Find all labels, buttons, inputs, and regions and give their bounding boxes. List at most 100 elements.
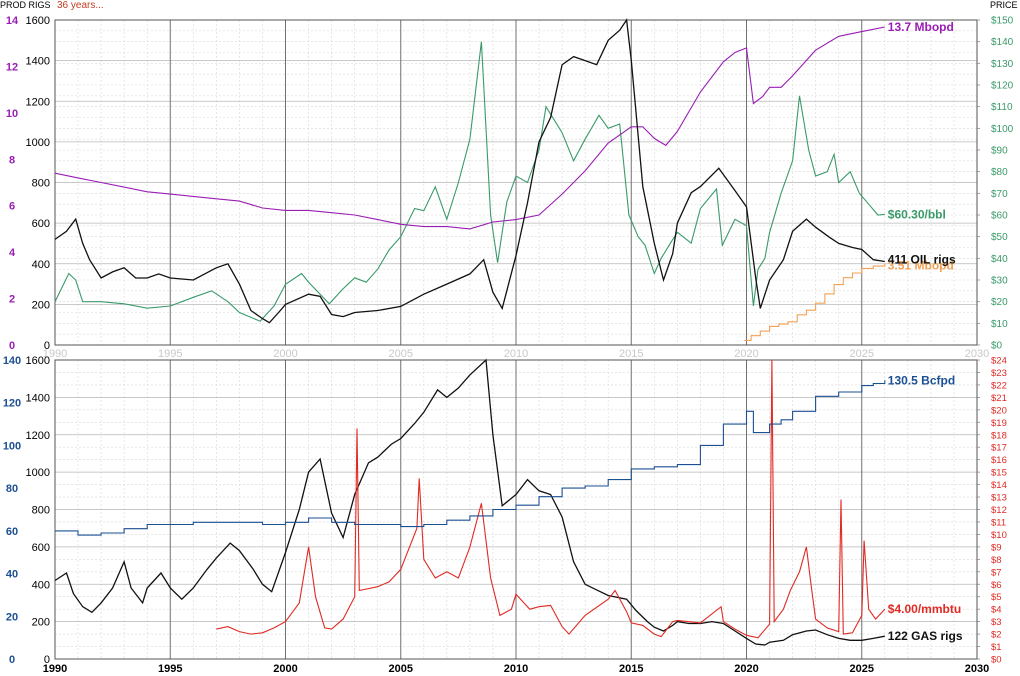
oil-prod-tick-label: 12 [6,61,18,73]
oil-x-tick-label: 1995 [158,348,182,360]
oil-rig-tick-label: 1600 [26,15,50,27]
oil-series-line-other_prod [744,263,886,341]
oil-price-tick-label: $120 [991,81,1014,92]
gas-x-tick-label: 2020 [734,663,758,675]
gas-rig-tick-label: 200 [32,617,50,629]
oil-rig-tick-label: 1000 [26,137,50,149]
gas-series-line-rigs [54,358,885,646]
oil-series-label: 13.7 Mbopd [888,20,954,34]
oil-price-tick-label: $110 [991,102,1013,113]
oil-x-tick-label: 2020 [734,348,758,360]
gas-x-tick-label: 2010 [504,663,528,675]
gas-series-label: $4.00/mmbtu [888,602,961,616]
oil-series-label: 3.51 Mbopd [888,259,954,273]
gas-price-tick-label: $1 [991,642,1002,653]
oil-prod-tick-label: 10 [6,108,18,120]
oil-series-line-oil_prod [54,26,885,230]
oil-price-tick-label: $40 [991,254,1008,265]
gas-rig-tick-label: 1200 [26,430,50,442]
gas-price-tick-label: $8 [991,555,1002,566]
oil-x-tick-label: 1990 [43,348,67,360]
gas-price-tick-label: $15 [991,468,1007,479]
gas-prod-tick-label: 120 [3,398,21,410]
oil-prod-tick-label: 14 [6,15,19,27]
oil-prod-tick-label: 4 [9,247,16,259]
gas-prod-tick-label: 140 [3,355,21,367]
gas-prod-tick-label: 100 [3,440,21,452]
gas-rig-tick-label: 0 [44,654,50,666]
oil-x-tick-label: 2015 [619,348,643,360]
oil-price-tick-label: $80 [991,167,1008,178]
subtitle: 36 years... [57,0,104,11]
oil-rig-tick-label: 1200 [26,96,50,108]
oil-frame [54,19,978,346]
oil-prod-tick-label: 0 [9,340,15,352]
oil-prod-tick-label: 6 [9,201,15,213]
gas-rig-tick-label: 1400 [26,392,50,404]
gas-x-tick-label: 2000 [273,663,297,675]
oil-price-tick-label: $70 [991,189,1008,200]
gas-price-tick-label: $22 [991,380,1007,391]
gas-rig-tick-label: 1000 [26,467,50,479]
gas-prod-tick-label: 20 [6,611,18,623]
gas-rig-tick-label: 400 [32,579,50,591]
oil-series-label: 411 OIL rigs [888,253,956,267]
gas-series-label: 122 GAS rigs [888,629,963,643]
gas-price-tick-label: $20 [991,405,1007,416]
gas-price-tick-label: $18 [991,430,1007,441]
oil-price-tick-label: $30 [991,276,1008,287]
oil-price-tick-label: $50 [991,232,1008,243]
gas-x-tick-label: 1995 [158,663,182,675]
gas-price-tick-label: $24 [991,356,1007,367]
gas-prod-tick-label: 60 [6,526,18,538]
gas-price-tick-label: $6 [991,580,1002,591]
gas-prod-tick-label: 0 [9,654,15,666]
oil-panel: 0 2 4 6 8 10 12 14 0 200 400 600 800 1000 1200 1400 1600… [6,15,1014,360]
gas-price-tick-label: $11 [991,517,1006,528]
gas-price-tick-label: $14 [991,480,1007,491]
gas-rig-tick-label: 600 [32,542,50,554]
gas-x-tick-label: 2025 [850,663,874,675]
oil-rig-tick-label: 0 [44,340,50,352]
oil-rig-tick-label: 600 [32,218,50,230]
oil-x-tick-label: 2030 [965,348,989,360]
oil-price-tick-label: $140 [991,37,1014,48]
left-axes-header: PROD RIGS [0,0,51,10]
gas-rig-tick-label: 1600 [26,355,50,367]
gas-series-label: 130.5 Bcfpd [888,373,955,387]
oil-rig-tick-label: 200 [32,299,50,311]
gas-price-tick-label: $3 [991,617,1002,628]
gas-price-tick-label: $2 [991,630,1002,641]
oil-price-tick-label: $130 [991,59,1014,70]
oil-price-tick-label: $60 [991,211,1008,222]
gas-price-tick-label: $5 [991,592,1002,603]
gas-price-tick-label: $17 [991,443,1007,454]
oil-x-tick-label: 2005 [389,348,413,360]
gas-price-tick-label: $16 [991,455,1007,466]
gas-x-tick-label: 2005 [389,663,413,675]
gas-price-tick-label: $7 [991,567,1002,578]
oil-series-line-rigs [54,18,885,324]
price-axis-header: PRICE [990,0,1018,10]
oil-series-label: $60.30/bbl [888,207,946,221]
gas-rig-tick-label: 800 [32,505,50,517]
oil-prod-tick-label: 2 [9,294,15,306]
oil-price-tick-label: $90 [991,146,1008,157]
gas-price-tick-label: $13 [991,493,1007,504]
gas-prod-tick-label: 40 [6,569,18,581]
oil-x-tick-label: 2025 [850,348,874,360]
oil-price-tick-label: $0 [991,341,1003,352]
gas-price-tick-label: $10 [991,530,1007,541]
oil-x-tick-label: 2000 [273,348,297,360]
oil-x-tick-label: 2010 [504,348,528,360]
gas-x-tick-label: 1990 [43,663,67,675]
gas-price-tick-label: $12 [991,505,1007,516]
gas-x-tick-label: 2030 [965,663,989,675]
gas-panel: 0204060801001201400200400600800100012001… [3,355,1007,675]
oil-rig-tick-label: 800 [32,178,50,190]
oil-price-tick-label: $150 [991,16,1014,27]
gas-price-tick-label: $0 [991,655,1002,666]
gas-price-tick-label: $23 [991,368,1007,379]
oil-price-tick-label: $20 [991,297,1008,308]
